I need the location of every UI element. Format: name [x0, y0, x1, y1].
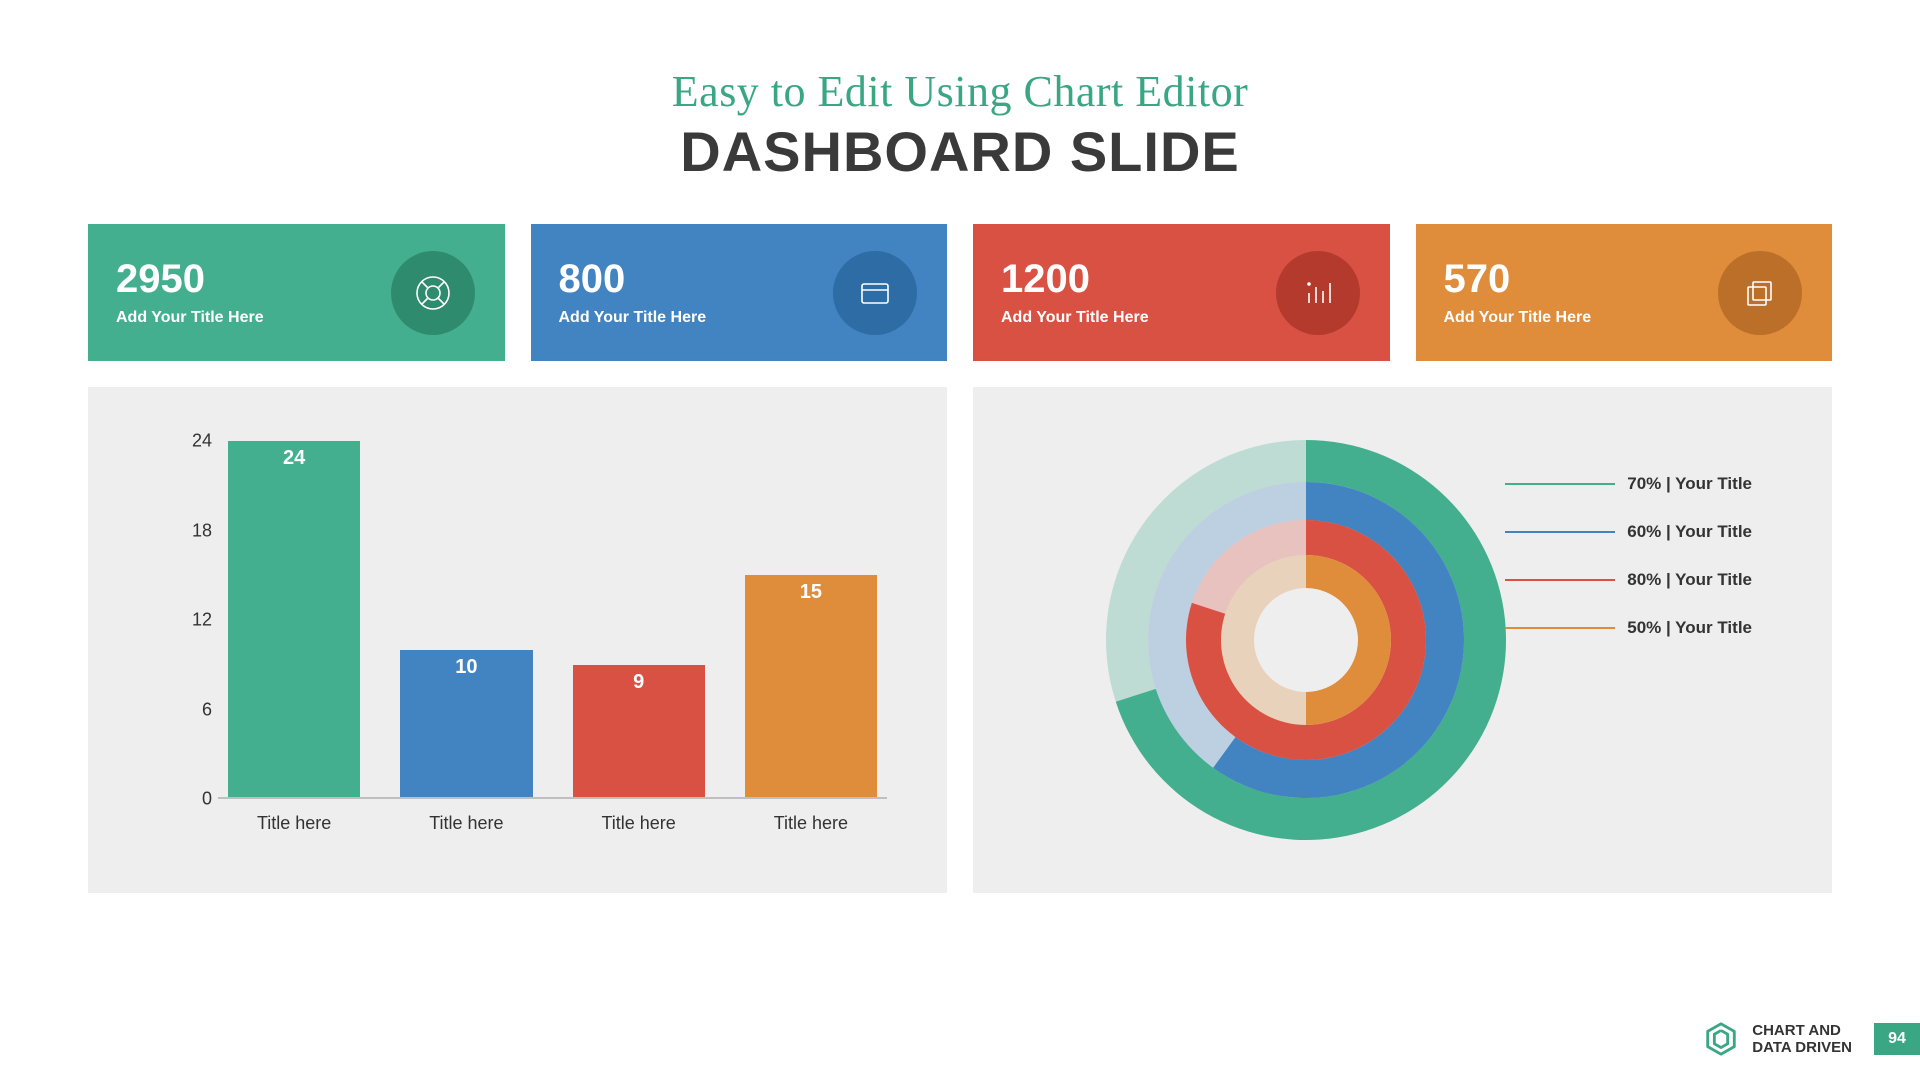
radial-legend-item: 60% | Your Title — [1615, 519, 1752, 545]
slide-footer: CHART AND DATA DRIVEN 94 — [1702, 1002, 1920, 1080]
legend-leader-line — [1505, 579, 1615, 581]
copy-icon — [1718, 251, 1802, 335]
slide-header: Easy to Edit Using Chart Editor DASHBOAR… — [0, 0, 1920, 184]
bar-chart-panel: 06121824 24Title here10Title here9Title … — [88, 387, 947, 893]
bar-chart-icon — [1276, 251, 1360, 335]
legend-label: 70% | Your Title — [1627, 474, 1752, 494]
bar-category-label: Title here — [257, 813, 331, 834]
stat-card-0: 2950 Add Your Title Here — [88, 224, 505, 361]
bar-value-label: 15 — [745, 581, 877, 604]
bar-value-label: 9 — [573, 671, 705, 694]
y-tick-label: 6 — [162, 699, 212, 720]
bar-value-label: 10 — [400, 656, 532, 679]
bar-category-label: Title here — [774, 813, 848, 834]
bar-category-label: Title here — [429, 813, 503, 834]
radial-legend-item: 80% | Your Title — [1615, 567, 1752, 593]
stat-value: 570 — [1444, 259, 1592, 299]
radial-chart-panel: 70% | Your Title 60% | Your Title 80% | Yo… — [973, 387, 1832, 893]
legend-label: 80% | Your Title — [1627, 570, 1752, 590]
stat-card-1: 800 Add Your Title Here — [531, 224, 948, 361]
bar: 24Title here — [228, 441, 360, 799]
bar-value-label: 24 — [228, 447, 360, 470]
legend-label: 60% | Your Title — [1627, 522, 1752, 542]
lifebuoy-icon — [391, 251, 475, 335]
slide-title: DASHBOARD SLIDE — [0, 119, 1920, 184]
radial-legend-item: 50% | Your Title — [1615, 615, 1752, 641]
footer-brand-line2: DATA DRIVEN — [1752, 1039, 1852, 1056]
slide-subtitle: Easy to Edit Using Chart Editor — [0, 66, 1920, 117]
page-number-badge: 94 — [1874, 1023, 1920, 1055]
y-tick-label: 0 — [162, 789, 212, 810]
legend-leader-line — [1505, 531, 1615, 533]
y-tick-label: 12 — [162, 610, 212, 631]
bar-chart-bars: 24Title here 10Title here 9Title here 15Tit… — [218, 441, 887, 799]
chart-panels-row: 06121824 24Title here10Title here9Title … — [0, 387, 1920, 893]
legend-leader-line — [1505, 627, 1615, 629]
bar-category-label: Title here — [601, 813, 675, 834]
radial-chart-legend: 70% | Your Title 60% | Your Title 80% | Yo… — [1615, 471, 1752, 663]
stat-label: Add Your Title Here — [1001, 309, 1149, 327]
bar-chart-y-ticks: 06121824 — [162, 441, 212, 799]
footer-brand: CHART AND DATA DRIVEN — [1702, 1020, 1852, 1058]
radial-chart — [1093, 427, 1519, 853]
brand-logo-icon — [1702, 1020, 1740, 1058]
y-tick-label: 24 — [162, 431, 212, 452]
stat-label: Add Your Title Here — [1444, 309, 1592, 327]
bar: 9Title here — [573, 441, 705, 799]
y-tick-label: 18 — [162, 520, 212, 541]
stat-cards-row: 2950 Add Your Title Here 800 Add Your Ti… — [0, 224, 1920, 361]
bar: 15Title here — [745, 441, 877, 799]
legend-leader-line — [1505, 483, 1615, 485]
legend-label: 50% | Your Title — [1627, 618, 1752, 638]
stat-value: 800 — [559, 259, 707, 299]
browser-icon — [833, 251, 917, 335]
stat-value: 2950 — [116, 259, 264, 299]
stat-card-2: 1200 Add Your Title Here — [973, 224, 1390, 361]
stat-label: Add Your Title Here — [116, 309, 264, 327]
bar: 10Title here — [400, 441, 532, 799]
radial-legend-item: 70% | Your Title — [1615, 471, 1752, 497]
stat-label: Add Your Title Here — [559, 309, 707, 327]
stat-card-3: 570 Add Your Title Here — [1416, 224, 1833, 361]
footer-brand-line1: CHART AND — [1752, 1022, 1852, 1039]
stat-value: 1200 — [1001, 259, 1149, 299]
bar-chart-baseline — [218, 797, 887, 799]
dashboard-slide: { "header": { "subtitle": "Easy to Edit … — [0, 0, 1920, 1080]
